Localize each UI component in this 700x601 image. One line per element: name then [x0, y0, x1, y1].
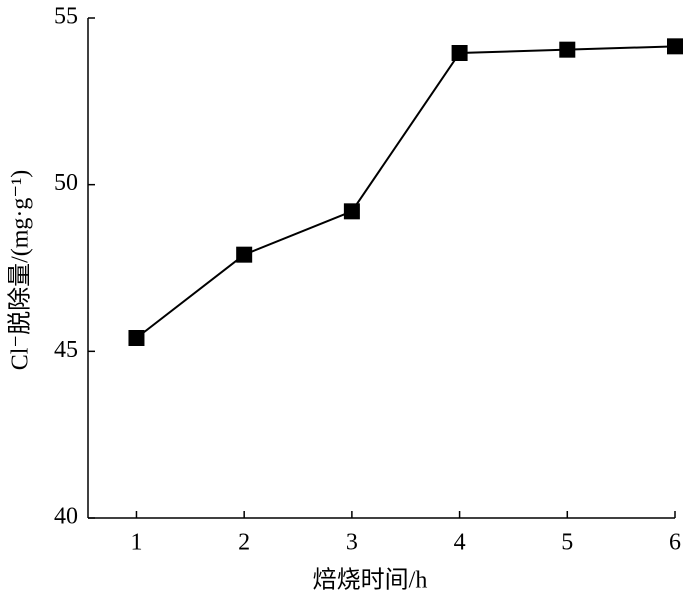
data-point: [667, 38, 683, 55]
x-tick-label: 6: [669, 530, 681, 556]
x-tick-label: 4: [454, 530, 466, 556]
y-tick-label: 45: [54, 337, 78, 363]
x-axis-label: 焙烧时间/h: [313, 567, 428, 594]
x-tick-label: 3: [346, 530, 358, 556]
x-tick-label: 5: [561, 530, 573, 556]
data-point: [451, 45, 468, 61]
data-point: [343, 203, 360, 220]
y-axis-label: Cl⁻脱除量/(mg·g⁻¹): [7, 170, 34, 371]
data-line: [135, 45, 676, 339]
y-tick-label: 50: [54, 170, 78, 196]
data-point: [559, 41, 576, 58]
y-tick-label: 55: [54, 4, 78, 30]
data-point: [236, 246, 253, 263]
data-point: [128, 330, 145, 346]
x-tick-label: 1: [130, 530, 142, 556]
y-tick-label: 40: [54, 504, 78, 530]
x-tick-label: 2: [238, 530, 250, 556]
